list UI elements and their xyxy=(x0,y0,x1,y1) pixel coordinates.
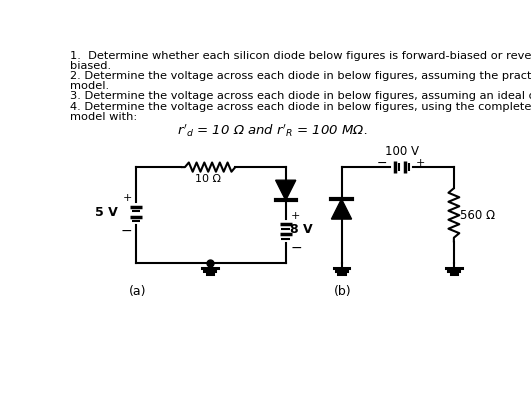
Text: 3. Determine the voltage across each diode in below figures, assuming an ideal d: 3. Determine the voltage across each dio… xyxy=(70,92,531,101)
Text: 8 V: 8 V xyxy=(290,223,313,236)
Text: −: − xyxy=(121,224,132,238)
Text: 10 Ω: 10 Ω xyxy=(195,174,221,184)
Polygon shape xyxy=(276,180,296,200)
Text: model with:: model with: xyxy=(70,112,138,122)
Text: +: + xyxy=(290,211,299,220)
Text: (a): (a) xyxy=(129,285,146,298)
Text: 2. Determine the voltage across each diode in below figures, assuming the practi: 2. Determine the voltage across each dio… xyxy=(70,71,531,81)
Text: (b): (b) xyxy=(334,285,352,298)
Text: 100 V: 100 V xyxy=(384,145,418,158)
Text: +: + xyxy=(416,158,425,168)
Text: 4. Determine the voltage across each diode in below figures, using the complete : 4. Determine the voltage across each dio… xyxy=(70,101,531,112)
Polygon shape xyxy=(331,199,352,219)
Text: model.: model. xyxy=(70,81,109,91)
Text: −: − xyxy=(290,241,302,255)
Text: +: + xyxy=(123,193,132,203)
Text: 560 Ω: 560 Ω xyxy=(460,209,495,222)
Text: 5 V: 5 V xyxy=(95,207,117,219)
Text: biased.: biased. xyxy=(70,61,112,71)
Text: −: − xyxy=(377,157,388,170)
Text: 1.  Determine whether each silicon diode below figures is forward-biased or reve: 1. Determine whether each silicon diode … xyxy=(70,51,531,61)
Text: $r'_d$ = 10 Ω and $r'_R$ = 100 MΩ.: $r'_d$ = 10 Ω and $r'_R$ = 100 MΩ. xyxy=(176,123,367,139)
